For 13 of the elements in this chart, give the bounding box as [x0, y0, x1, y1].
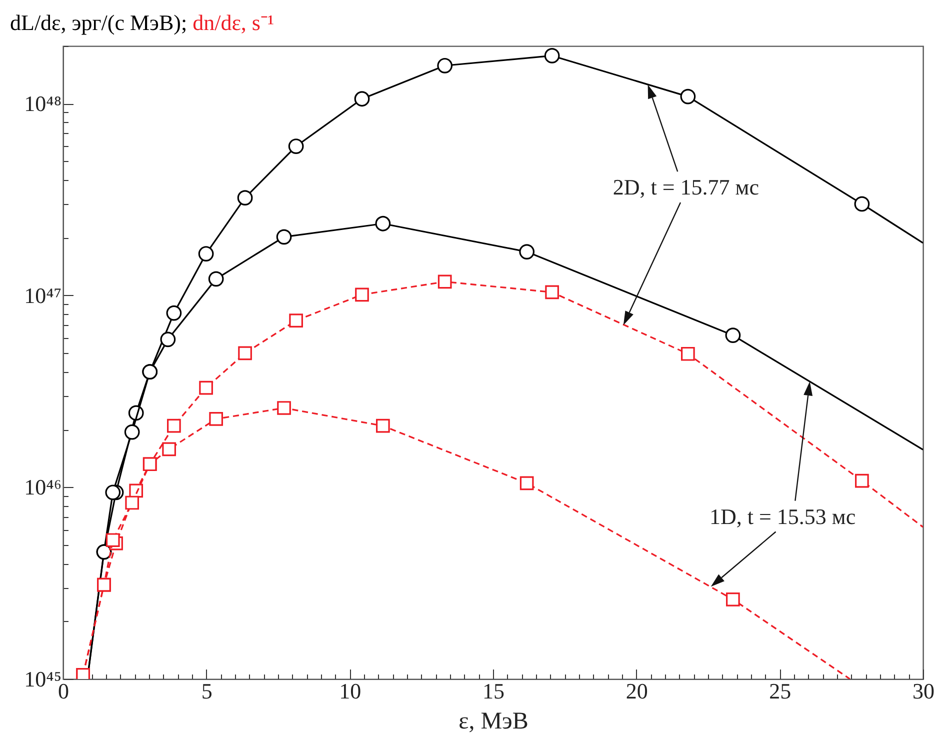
x-tick-label: 10	[339, 678, 362, 704]
x-tick-label: 15	[482, 678, 504, 704]
x-tick-label: 25	[769, 678, 792, 704]
y-axis-title: dL/dε, эрг/(с МэВ); dn/dε, s⁻¹	[10, 10, 274, 35]
y-tick-label: 10⁴⁶	[24, 474, 62, 500]
annotation: 1D, t = 15.53 мс	[709, 504, 856, 529]
x-tick-label: 20	[626, 678, 648, 704]
x-tick-label: 5	[201, 678, 212, 704]
annotation: 2D, t = 15.77 мс	[612, 174, 760, 200]
x-axis-title: ε, МэВ	[458, 708, 528, 734]
y-tick-label: 10⁴⁸	[24, 91, 62, 116]
x-tick-label: 30	[912, 678, 934, 704]
y-tick-label: 10⁴⁷	[24, 282, 62, 308]
